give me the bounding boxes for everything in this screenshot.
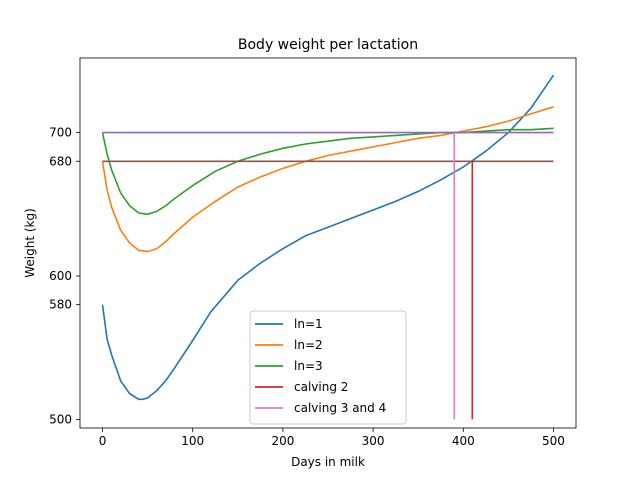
legend-label-3: calving 2 [294, 380, 348, 394]
legend: ln=1 ln=2 ln=3 calving 2 calving 3 and 4 [249, 310, 407, 425]
series-line-0 [101, 74, 555, 401]
y-tick-label: 500 [49, 412, 72, 426]
legend-label-1: ln=2 [294, 338, 323, 352]
x-tick-label: 300 [362, 434, 385, 448]
x-tick-label: 400 [452, 434, 475, 448]
y-axis: 500 580 600 680 700 [49, 126, 80, 426]
legend-box [249, 310, 407, 425]
y-tick-label: 680 [49, 154, 72, 168]
axes-frame [79, 57, 577, 429]
plot-area [101, 74, 555, 420]
legend-label-2: ln=3 [294, 359, 323, 373]
x-tick-label: 200 [271, 434, 294, 448]
legend-label-0: ln=1 [294, 317, 323, 331]
x-axis: 0 100 200 300 400 500 [99, 428, 565, 448]
y-tick-label: 580 [49, 298, 72, 312]
legend-label-4: calving 3 and 4 [294, 401, 386, 415]
y-tick-label: 700 [49, 126, 72, 140]
y-axis-label: Weight (kg) [23, 208, 37, 278]
x-axis-label: Days in milk [291, 455, 365, 469]
chart-title: Body weight per lactation [238, 37, 418, 53]
y-tick-label: 600 [49, 269, 72, 283]
x-tick-label: 0 [99, 434, 107, 448]
x-tick-label: 100 [181, 434, 204, 448]
x-tick-label: 500 [542, 434, 565, 448]
